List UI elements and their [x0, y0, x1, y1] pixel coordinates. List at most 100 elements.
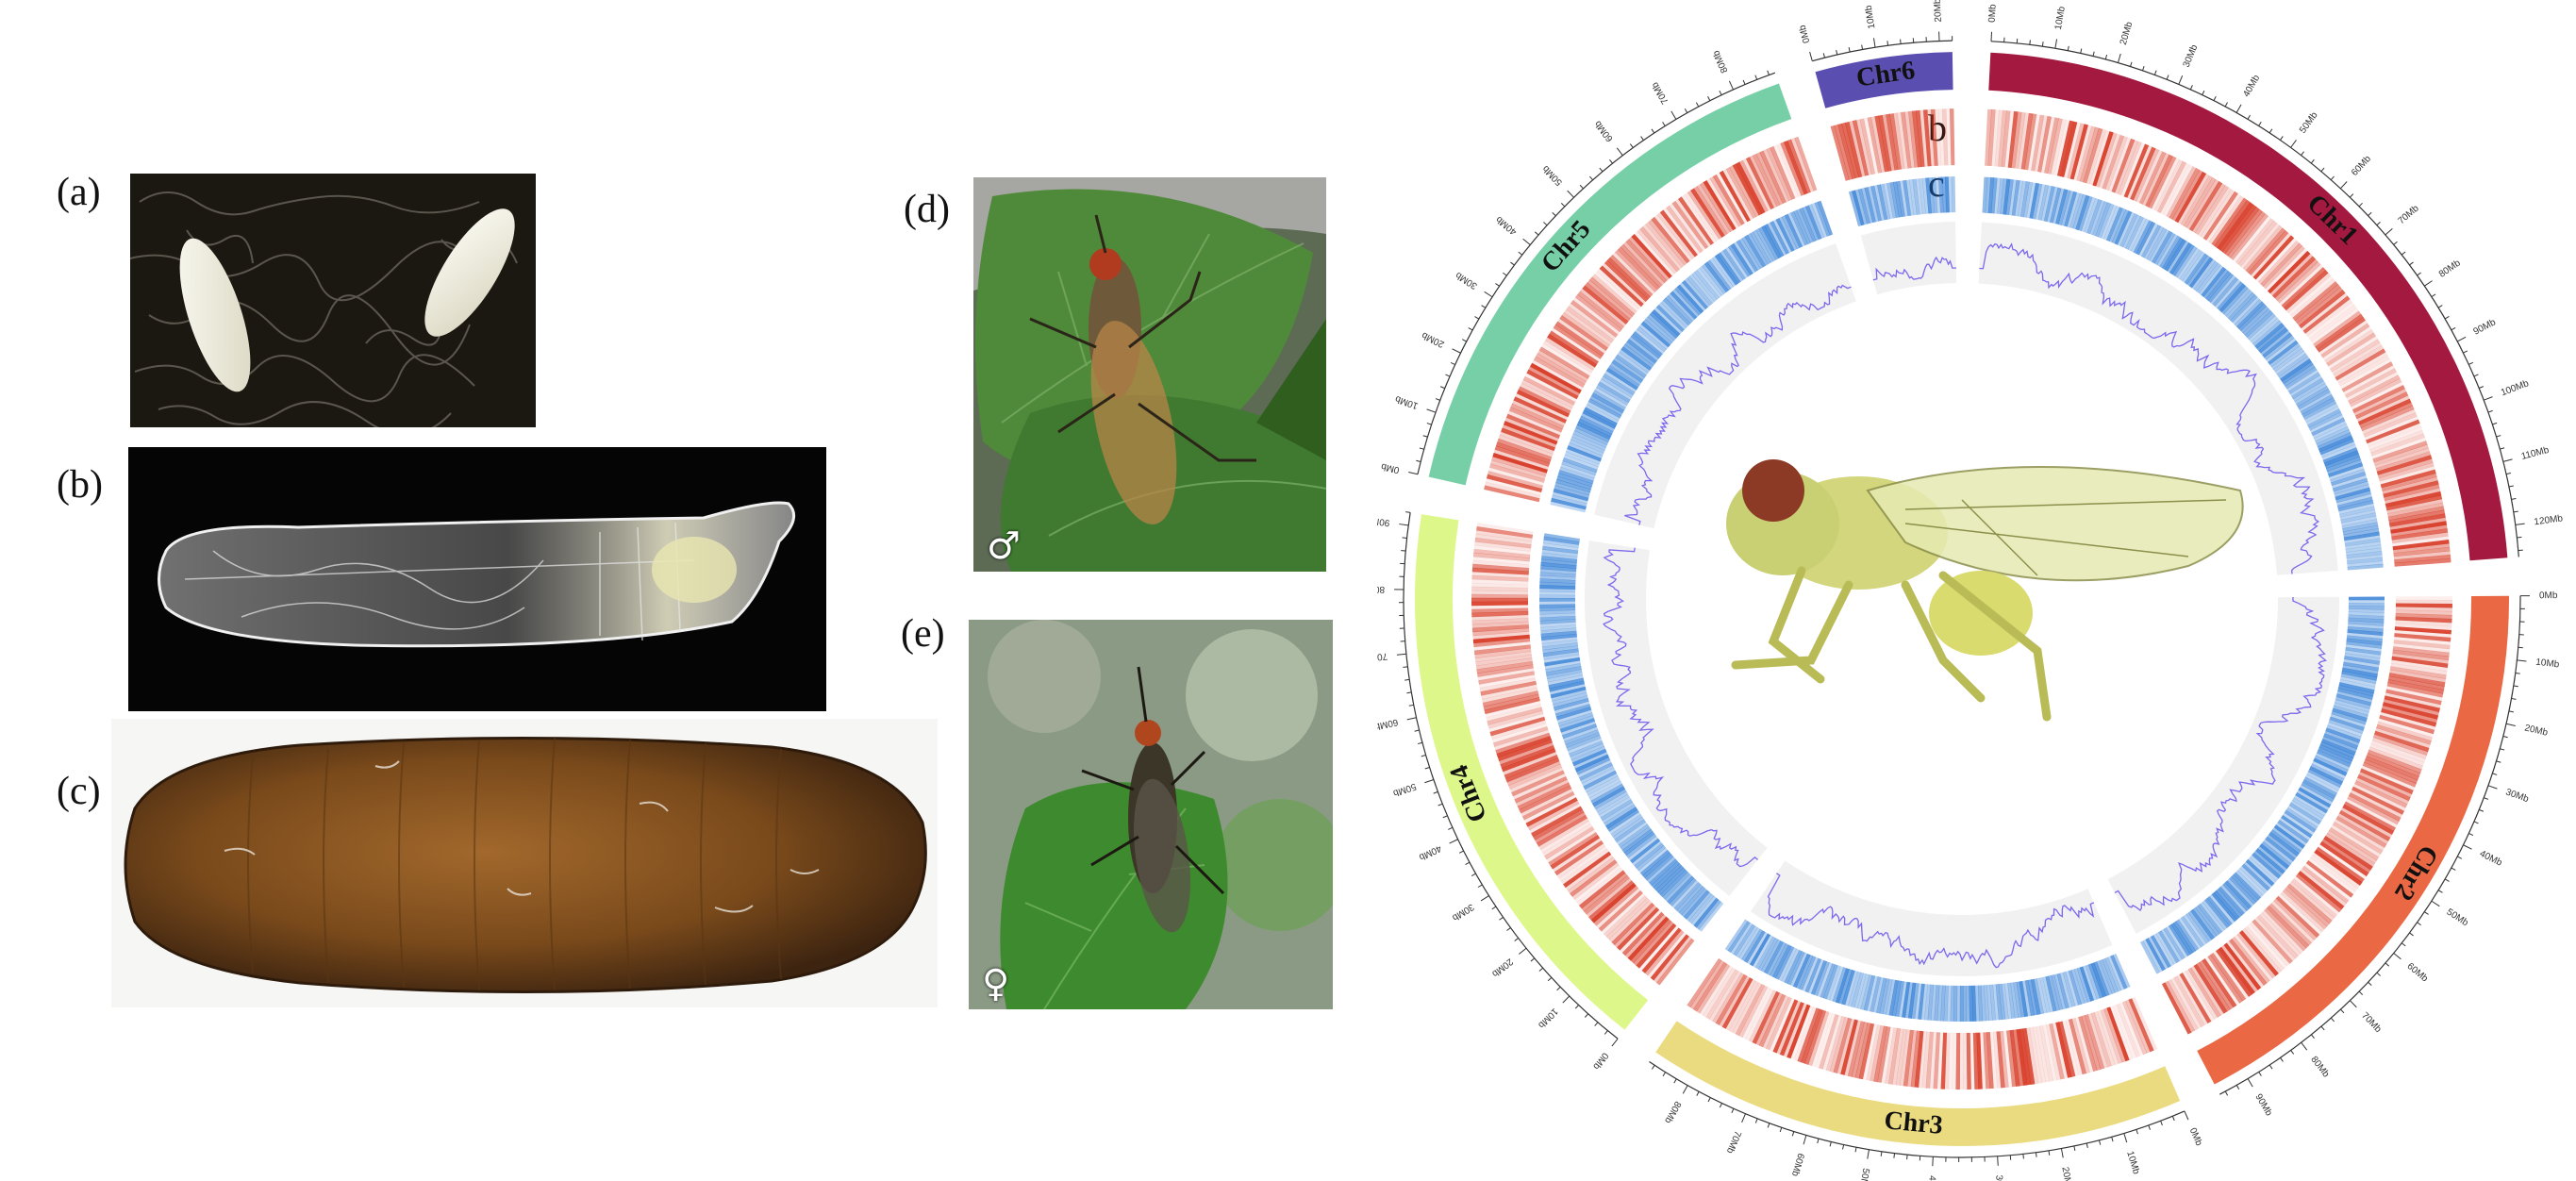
- gene-density-bin: [2076, 125, 2096, 182]
- gene-density-bin: [1986, 1032, 1994, 1090]
- tick-mark: [1809, 51, 1813, 61]
- tick-mark: [2376, 972, 2381, 976]
- repeat-density-bin: [2339, 509, 2376, 521]
- gene-density-bin: [1489, 463, 1545, 483]
- gene-density-bin: [1738, 159, 1769, 213]
- repeat-density-bin: [1997, 177, 2004, 215]
- repeat-density-bin: [2315, 752, 2351, 771]
- tick-mark: [2473, 374, 2479, 377]
- gene-density-bin: [2390, 521, 2448, 534]
- repeat-density-bin: [2270, 829, 2302, 855]
- repeat-density-bin: [1544, 657, 1581, 667]
- repeat-density-bin: [2234, 298, 2263, 327]
- tick-mark: [2431, 293, 2436, 298]
- repeat-density-bin: [1640, 321, 1670, 348]
- repeat-density-bin: [2343, 528, 2380, 539]
- gene-density-bin: [2295, 873, 2342, 913]
- repeat-density-bin: [1541, 552, 1578, 560]
- tick-mark: [1651, 128, 1655, 134]
- gene-density-bin: [1725, 978, 1756, 1031]
- gene-density-bin: [2220, 944, 2259, 993]
- gene-density-bin: [1574, 864, 1621, 904]
- gene-density-bin: [1674, 198, 1712, 247]
- gene-density-bin: [2390, 662, 2448, 675]
- repeat-density-bin: [2068, 970, 2082, 1006]
- gene-density-bin: [1547, 333, 1598, 368]
- gene-density-bin: [1822, 1014, 1842, 1071]
- tick-mark: [2349, 193, 2354, 198]
- repeat-density-bin: [2232, 296, 2260, 325]
- repeat-density-bin: [2037, 184, 2049, 221]
- tick-mark: [1640, 136, 1644, 141]
- tick-mark: [2401, 942, 2406, 947]
- tick-label: 60Mb: [2405, 961, 2431, 985]
- repeat-density-bin: [2082, 965, 2098, 1001]
- gene-density-bin: [2052, 1023, 2069, 1079]
- gene-density-bin: [1517, 782, 1571, 810]
- gene-density-bin: [2060, 121, 2078, 177]
- gc-track-bg: [2107, 596, 2339, 934]
- gene-density-bin: [2393, 550, 2451, 560]
- gene-density-bin: [1855, 119, 1872, 175]
- repeat-density-bin: [2339, 679, 2376, 690]
- gene-density-bin: [1619, 909, 1662, 954]
- repeat-density-bin: [1539, 594, 1576, 599]
- repeat-density-bin: [2252, 852, 2282, 879]
- tick-mark: [2401, 251, 2406, 256]
- gene-density-bin: [2062, 1020, 2080, 1076]
- gene-density-bin: [1725, 167, 1757, 219]
- repeat-density-bin: [1727, 921, 1751, 953]
- tick-mark: [1817, 1139, 1820, 1144]
- gene-density-bin: [1520, 382, 1573, 411]
- repeat-density-bin: [1907, 982, 1917, 1019]
- repeat-density-bin: [2299, 391, 2333, 412]
- tick-mark: [2067, 45, 2069, 51]
- gene-density-bin: [2324, 329, 2374, 364]
- gene-density-bin: [1891, 1028, 1904, 1086]
- repeat-density-bin: [2163, 927, 2185, 960]
- repeat-density-bin: [2287, 372, 2321, 394]
- repeat-density-bin: [1784, 213, 1803, 248]
- repeat-density-bin: [1556, 709, 1593, 724]
- repeat-density-bin: [1987, 177, 1995, 214]
- repeat-density-bin: [2304, 773, 2339, 794]
- gene-density-bin: [2378, 718, 2435, 739]
- repeat-density-bin: [1857, 973, 1870, 1009]
- gene-density-bin: [2380, 711, 2436, 731]
- gc-line: [1624, 284, 1852, 525]
- repeat-density-bin: [2309, 414, 2344, 434]
- repeat-density-bin: [1553, 695, 1588, 708]
- tick-mark: [1560, 203, 1566, 208]
- gc-track-bg: [1978, 222, 2338, 575]
- repeat-density-bin: [2078, 195, 2093, 232]
- gene-density-bin: [1915, 109, 1925, 168]
- gene-density-bin: [1908, 110, 1919, 168]
- repeat-density-bin: [2319, 438, 2354, 456]
- repeat-density-bin: [2300, 784, 2334, 806]
- gene-density-bin: [2285, 273, 2332, 313]
- repeat-density-bin: [2206, 896, 2233, 926]
- repeat-density-bin: [1541, 636, 1578, 644]
- repeat-density-bin: [1826, 965, 1841, 1001]
- gene-density-bin: [2372, 441, 2428, 463]
- tick-label: 40Mb: [2241, 73, 2262, 99]
- gene-density-bin: [1485, 477, 1542, 496]
- gene-density-bin: [2391, 653, 2449, 665]
- gene-density-bin: [1840, 1019, 1858, 1075]
- repeat-density-bin: [1741, 236, 1764, 270]
- gene-density-bin: [2252, 235, 2295, 280]
- gene-density-bin: [1567, 857, 1616, 894]
- tick-mark: [2358, 990, 2364, 995]
- tick-mark: [2496, 760, 2501, 763]
- repeat-density-bin: [1646, 857, 1676, 884]
- repeat-density-bin: [1873, 185, 1886, 221]
- repeat-density-bin: [2193, 260, 2219, 292]
- repeat-density-bin: [2279, 817, 2311, 841]
- repeat-density-bin: [2335, 693, 2372, 707]
- repeat-density-bin: [1639, 849, 1670, 876]
- repeat-density-bin: [1747, 233, 1769, 266]
- repeat-density-bin: [2182, 251, 2205, 283]
- repeat-density-bin: [1567, 445, 1603, 462]
- tick-mark: [2086, 1142, 2088, 1149]
- gene-density-bin: [2000, 1030, 2009, 1089]
